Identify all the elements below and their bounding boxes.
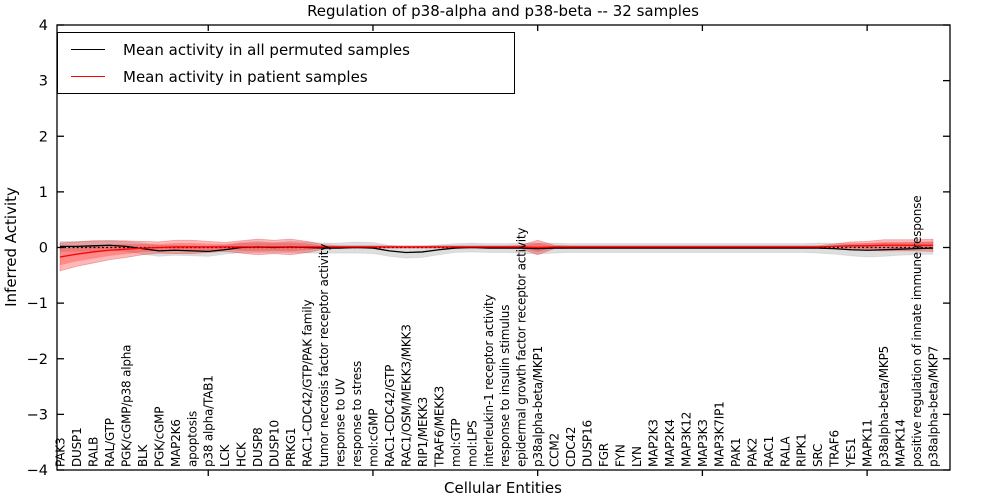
y-tick-label: −1 [27,296,48,312]
y-tick-label: −2 [27,352,48,368]
x-tick-label: MAP2K4 [663,419,677,467]
x-tick-label: PAK2 [745,438,759,467]
permuted-std-band [59,239,934,259]
x-tick-label: mol:GTP [449,419,463,467]
x-tick-label: p38 alpha/TAB1 [202,375,216,467]
x-tick-label: RAL/GTP [103,418,117,467]
x-tick-label: RAC1/OSM/MEKK3/MKK3 [399,324,413,467]
x-tick-label: PAK1 [729,438,743,467]
x-tick-label: MAP3K12 [679,412,693,467]
x-axis-label: Cellular Entities [444,479,562,497]
x-tick-label: response to UV [334,378,348,467]
x-tick-label: MAP3K3 [696,419,710,467]
x-tick-label: MAP2K6 [169,419,183,467]
y-tick-label: −3 [27,407,48,423]
legend-item-patient: Mean activity in patient samples [58,64,514,90]
x-tick-label: PRKG1 [284,428,298,467]
x-tick-label: epidermal growth factor receptor activit… [515,228,529,467]
x-tick-label: LCK [218,443,232,467]
x-tick-label: tumor necrosis factor receptor activity [317,244,331,467]
x-tick-label: RAC1 [762,436,776,467]
x-tick-label: p38alpha-beta/MKP7 [927,346,941,467]
x-tick-label: MAP3K7IP1 [712,401,726,467]
x-tick-label: HCK [235,441,249,467]
x-tick-label: RALB [86,437,100,467]
legend-line-sample-black [71,49,105,50]
x-tick-label: PGK/cGMP [152,407,166,467]
x-tick-label: interleukin-1 receptor activity [482,294,496,467]
x-tick-label: RIPK1 [795,433,809,467]
x-tick-label: response to insulin stimulus [498,305,512,467]
chart-title: Regulation of p38-alpha and p38-beta -- … [307,2,699,20]
x-tick-label: LYN [630,446,644,467]
x-tick-label: MAPK11 [861,419,875,467]
x-tick-label: p38alpha-beta/MKP1 [531,346,545,467]
legend: Mean activity in all permuted samples Me… [57,32,515,94]
patient-mean-line [59,244,933,258]
x-tick-label: positive regulation of innate immune res… [910,196,924,467]
x-tick-label: YES1 [844,438,858,468]
x-tick-label: MAPK14 [894,419,908,467]
y-axis-label: Inferred Activity [2,187,20,307]
legend-label-permuted: Mean activity in all permuted samples [123,40,410,59]
x-tick-label: TRAF6/MEKK3 [432,386,446,468]
x-tick-label: RAC1-CDC42/GTP [383,365,397,467]
x-tick-label: RALA [778,436,792,467]
y-tick-label: −4 [27,463,48,479]
permuted-mean-line [60,244,934,254]
x-tick-label: FGR [597,443,611,467]
x-tick-label: response to stress [350,361,364,467]
y-tick-label: 1 [39,185,48,201]
y-tick-label: 2 [39,129,48,145]
x-tick-label: PGK/cGMP/p38 alpha [119,345,133,467]
x-tick-label: FYN [614,444,628,467]
x-tick-label: RAC1-CDC42/GTP/PAK family [301,300,315,467]
x-tick-label: RIP1/MEKK3 [416,397,430,467]
x-tick-label: mol:LPS [465,420,479,467]
y-tick-label: 0 [39,241,48,257]
x-tick-label: DUSP8 [251,427,265,467]
x-tick-label: DUSP10 [268,420,282,467]
x-tick-label: DUSP1 [70,427,84,467]
x-tick-label: apoptosis [185,411,199,467]
x-tick-label: PAK3 [54,438,68,467]
x-tick-label: CDC42 [564,427,578,467]
x-tick-label: BLK [136,443,150,467]
x-tick-label: DUSP16 [581,420,595,467]
x-tick-label: CCM2 [548,433,562,467]
legend-label-patient: Mean activity in patient samples [123,67,368,86]
legend-line-sample-red [71,76,105,77]
x-tick-label: SRC [811,444,825,467]
x-tick-label: MAP2K3 [646,419,660,467]
x-tick-label: mol:cGMP [366,409,380,467]
legend-item-permuted: Mean activity in all permuted samples [58,37,514,63]
y-tick-label: 3 [39,74,48,90]
x-tick-label: p38alpha-beta/MKP5 [877,346,891,467]
y-tick-label: 4 [39,18,48,34]
x-tick-label: TRAF6 [828,430,842,468]
